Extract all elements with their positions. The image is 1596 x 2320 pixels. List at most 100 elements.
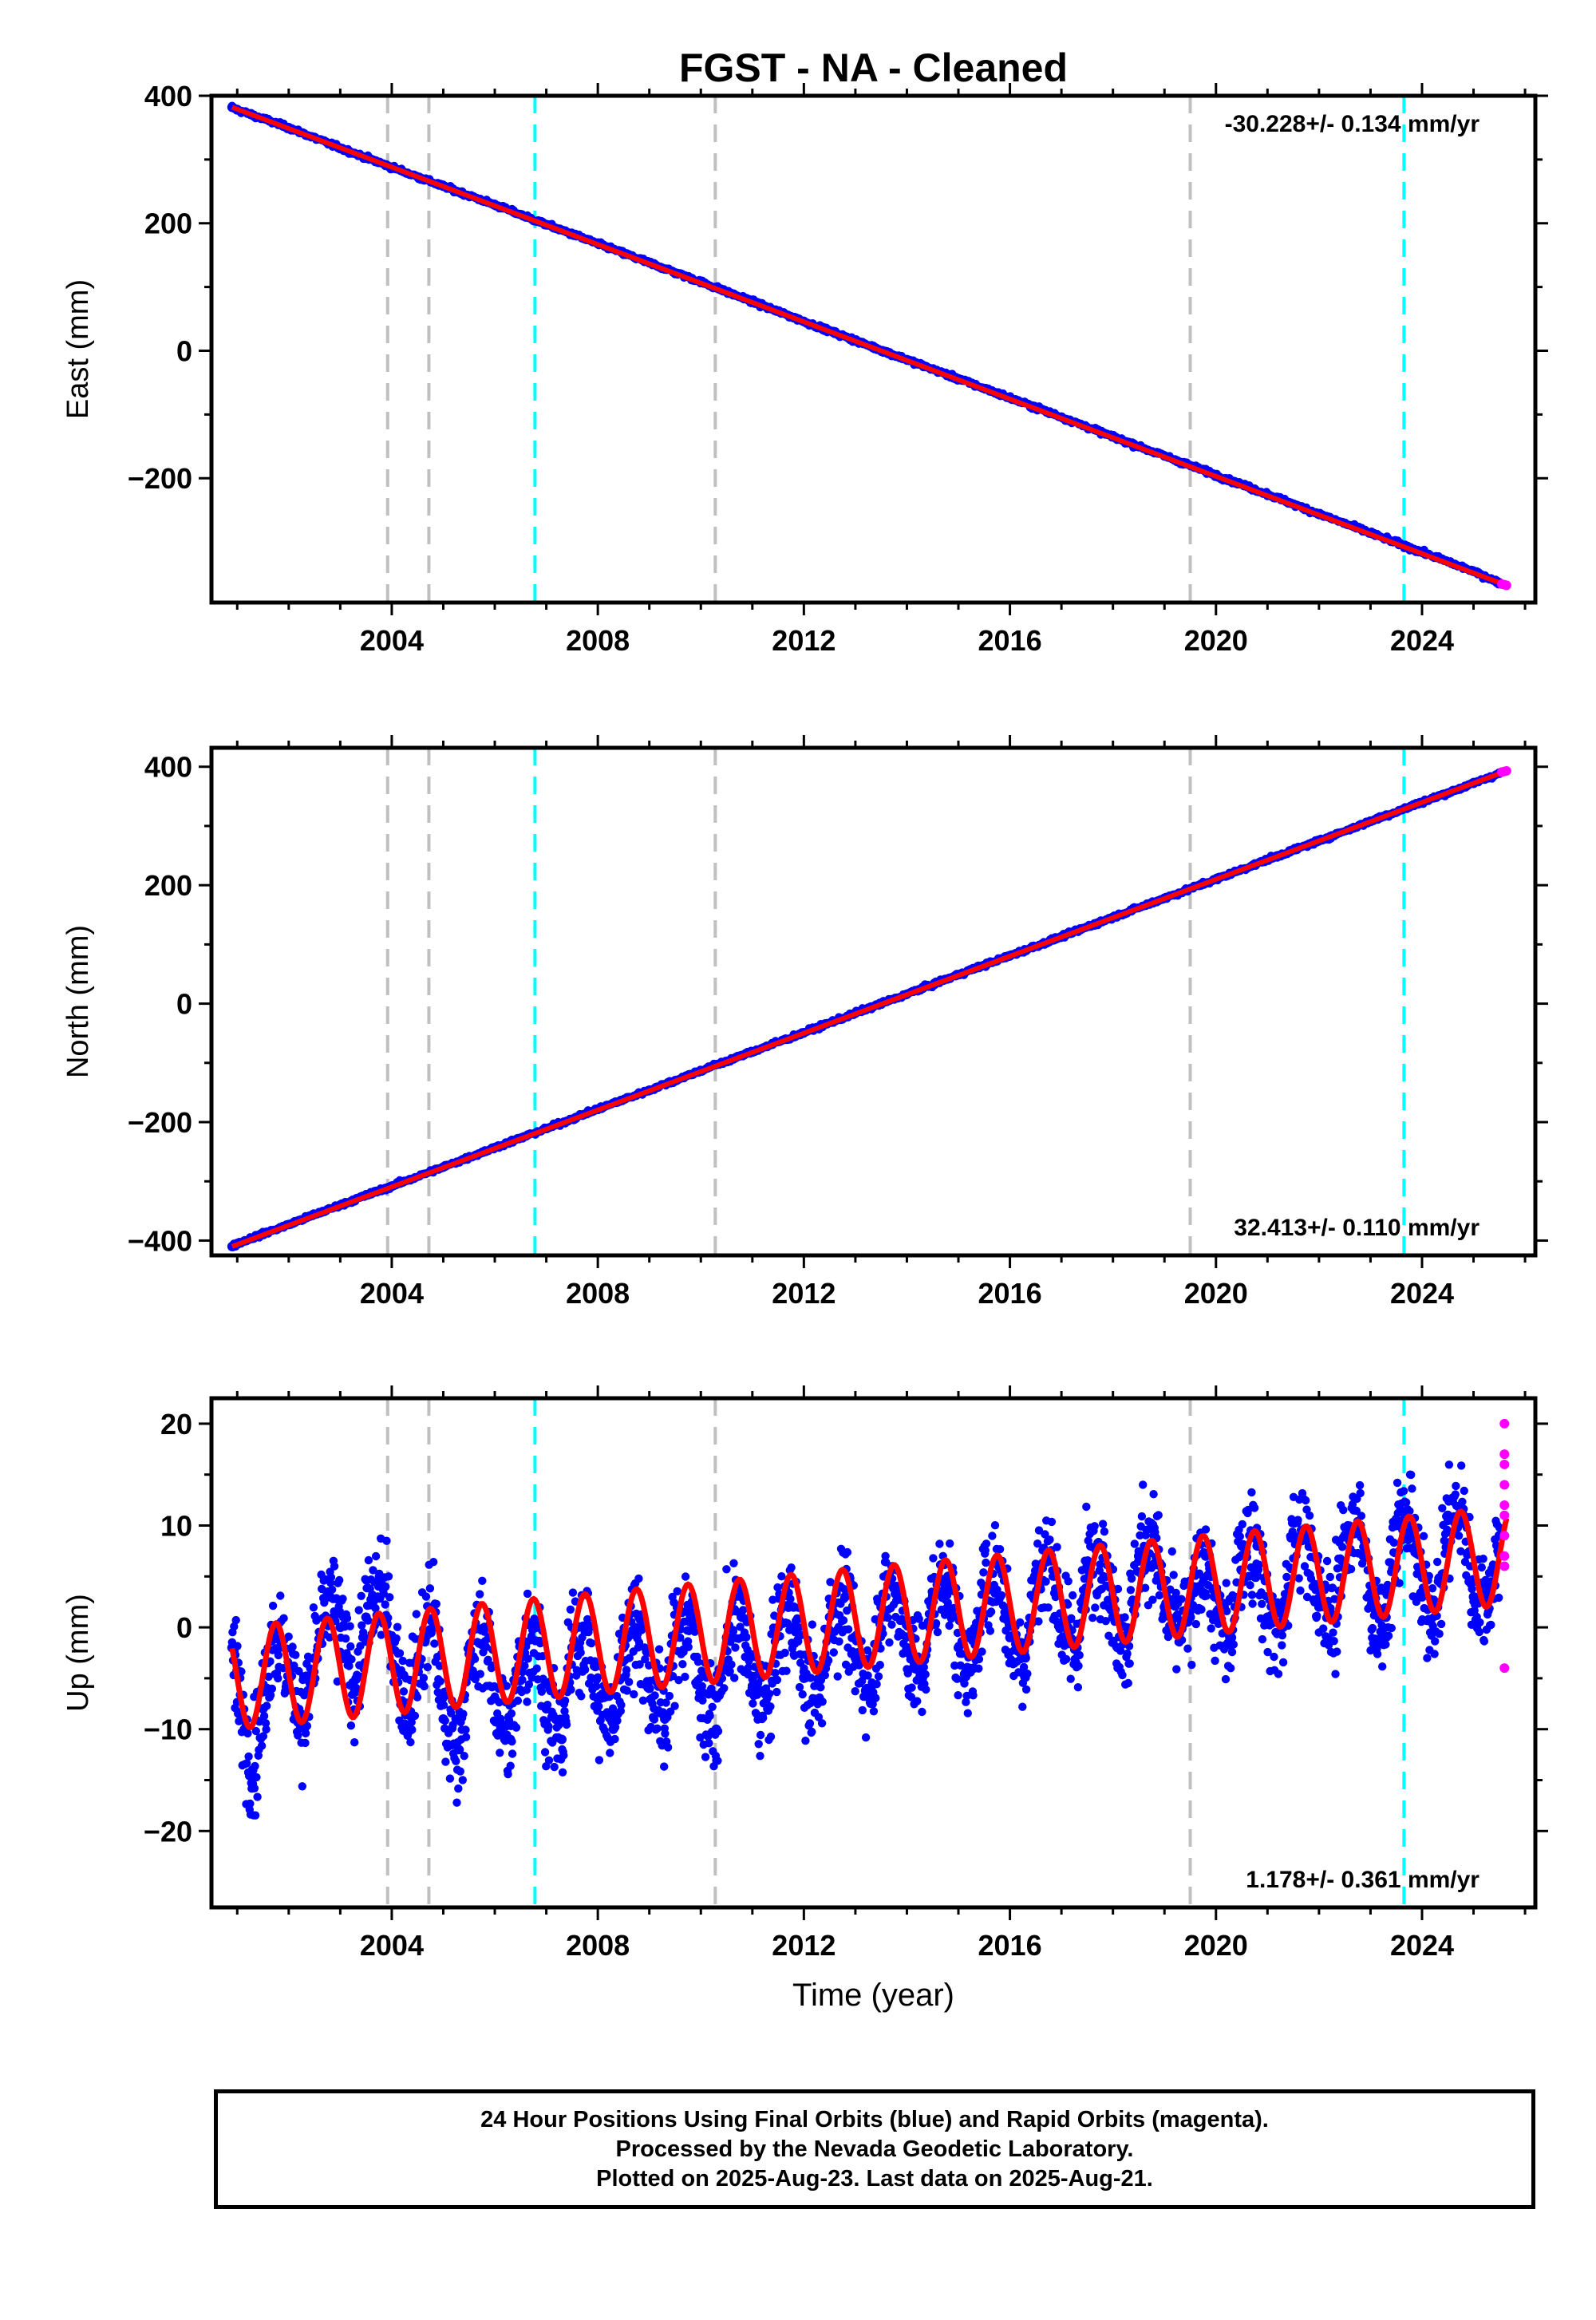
final-orbit-point (593, 1694, 603, 1704)
final-orbit-point (556, 1734, 567, 1745)
final-orbit-point (788, 1602, 799, 1612)
x-tick-label: 2016 (978, 624, 1042, 657)
figure-title: FGST - NA - Cleaned (679, 45, 1068, 90)
processing-info-line-3: Plotted on 2025-Aug-23. Last data on 202… (596, 2165, 1153, 2192)
final-orbit-point (634, 1612, 644, 1622)
final-orbit-point (1468, 1591, 1479, 1602)
plot-frame (209, 745, 1538, 1258)
y-tick-label: −200 (128, 462, 192, 495)
final-orbit-point (1262, 1612, 1273, 1622)
final-orbit-point (1227, 1632, 1237, 1642)
final-orbit-point (660, 1713, 670, 1724)
panel-1: 2004 2008 2012 2016 2020 2024 −200 0 200 400 East … (61, 45, 1548, 657)
model-fit-line (231, 769, 1507, 1249)
final-orbit-point (1005, 1632, 1015, 1642)
final-orbit-point (685, 1612, 696, 1622)
y-tick-label: −10 (144, 1713, 192, 1746)
final-orbit-point (1365, 1602, 1376, 1612)
final-orbit-point (608, 1724, 618, 1734)
final-orbit-points (227, 1460, 1504, 1820)
final-orbit-point (747, 1683, 757, 1694)
model-fit-line (231, 105, 1507, 588)
y-tick-label: 0 (176, 988, 192, 1021)
final-orbit-point (711, 1724, 721, 1734)
final-orbit-point (850, 1653, 860, 1663)
x-tick-label: 2012 (772, 624, 836, 657)
x-tick-label: 2008 (566, 1277, 630, 1310)
y-tick-label: 0 (176, 334, 192, 367)
rapid-orbit-point (1499, 1561, 1510, 1571)
final-orbit-point (1133, 1551, 1144, 1561)
y-axis-label: Up (mm) (61, 1594, 95, 1712)
rapid-orbit-point (1499, 1480, 1510, 1490)
final-orbit-point (325, 1591, 335, 1602)
final-orbit-point (737, 1612, 747, 1622)
final-orbit-point (954, 1642, 964, 1653)
panel-3: 2004 2008 2012 2016 2020 2024 −20 −10 0 10 20 Up (m… (61, 1385, 1548, 2013)
final-orbit-point (1391, 1520, 1401, 1531)
rapid-orbit-point (1501, 765, 1511, 776)
x-tick-label: 2024 (1390, 624, 1454, 657)
plot-frame (209, 1396, 1538, 1910)
x-tick-label: 2020 (1184, 1929, 1248, 1962)
x-tick-label: 2004 (360, 1277, 424, 1310)
data-points-group (227, 101, 1511, 591)
y-tick-label: −20 (144, 1815, 192, 1848)
y-tick-label: 400 (144, 80, 192, 113)
final-orbit-point (531, 1622, 541, 1633)
final-orbit-point (1314, 1602, 1324, 1612)
final-orbit-point (505, 1734, 516, 1745)
y-tick-label: −200 (128, 1106, 192, 1139)
final-orbit-point (335, 1622, 346, 1633)
final-orbit-point (1340, 1531, 1350, 1541)
final-orbit-point (1211, 1612, 1221, 1622)
final-orbit-point (696, 1683, 706, 1694)
final-orbit-point (1416, 1591, 1427, 1602)
y-tick-label: 200 (144, 207, 192, 240)
final-orbit-point (583, 1622, 593, 1633)
final-orbit-point (866, 1683, 876, 1694)
x-tick-label: 2016 (978, 1929, 1042, 1962)
final-orbit-point (839, 1591, 850, 1602)
final-orbit-point (541, 1704, 551, 1714)
x-tick-label: 2012 (772, 1929, 836, 1962)
rapid-orbit-point (1501, 580, 1511, 591)
y-tick-label: 400 (144, 751, 192, 784)
rapid-orbit-point (1499, 1663, 1510, 1674)
rapid-orbit-point (1499, 1418, 1510, 1429)
y-tick-label: 20 (160, 1408, 192, 1441)
final-orbit-point (490, 1694, 500, 1704)
x-tick-label: 2008 (566, 624, 630, 657)
final-orbit-point (1288, 1531, 1298, 1541)
x-tick-label: 2012 (772, 1277, 836, 1310)
x-tick-label: 2024 (1390, 1277, 1454, 1310)
final-orbit-point (1237, 1541, 1247, 1551)
panel-2: 2004 2008 2012 2016 2020 2024 −400 −200 0 200 400 N… (61, 735, 1548, 1310)
x-tick-label: 2008 (566, 1929, 630, 1962)
rapid-orbit-point (1499, 1510, 1510, 1520)
final-orbit-point (1443, 1510, 1453, 1520)
y-axis-label: East (mm) (61, 279, 95, 419)
model-fit-line (229, 1508, 1510, 1731)
x-tick-label: 2020 (1184, 624, 1248, 657)
x-axis-label: Time (year) (792, 1978, 954, 2013)
final-orbit-point (258, 1704, 268, 1714)
rapid-orbit-point (1499, 1449, 1510, 1460)
y-tick-label: 10 (160, 1510, 192, 1543)
processing-info-line-2: Processed by the Nevada Geodetic Laborat… (615, 2136, 1134, 2162)
final-orbit-point (969, 1663, 979, 1674)
x-tick-label: 2004 (360, 624, 424, 657)
final-orbit-point (247, 1765, 258, 1775)
velocity-label: 32.413+/- 0.110 mm/yr (1234, 1215, 1479, 1241)
y-axis-label: North (mm) (61, 925, 95, 1078)
final-orbit-point (902, 1642, 912, 1653)
final-orbit-point (438, 1713, 448, 1724)
rapid-orbit-point (1499, 1459, 1510, 1469)
final-orbit-point (763, 1704, 773, 1714)
plot-frame (209, 93, 1538, 605)
final-orbit-point (361, 1612, 371, 1622)
rapid-orbit-point (1499, 1531, 1510, 1541)
processing-info-line-1: 24 Hour Positions Using Final Orbits (bl… (480, 2106, 1269, 2132)
